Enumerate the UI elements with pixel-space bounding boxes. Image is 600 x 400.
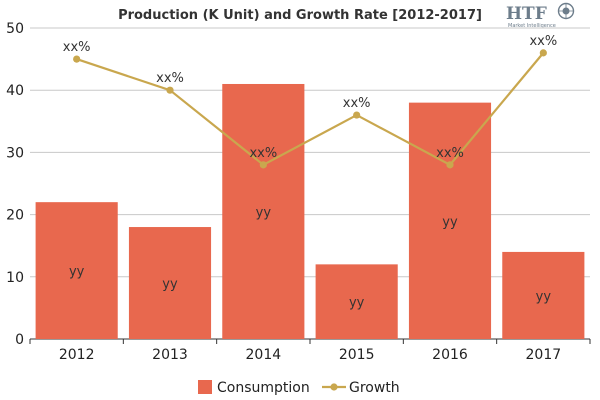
bar-data-label: yy <box>162 277 178 292</box>
legend-consumption-swatch <box>198 380 212 394</box>
growth-data-label: xx% <box>436 146 464 161</box>
y-tick-label: 30 <box>6 145 24 161</box>
bar-consumption <box>35 202 118 339</box>
logo-text: HTF <box>506 4 547 24</box>
growth-data-label: xx% <box>156 71 184 86</box>
growth-data-label: xx% <box>343 96 371 111</box>
growth-data-label: xx% <box>529 34 557 49</box>
chart-title: Production (K Unit) and Growth Rate [201… <box>118 8 482 23</box>
y-tick-label: 50 <box>6 21 24 37</box>
bar-data-label: yy <box>442 215 458 230</box>
bar-consumption <box>502 251 585 339</box>
growth-point <box>166 86 174 94</box>
x-tick-label: 2014 <box>246 347 282 363</box>
bar-data-label: yy <box>256 205 272 220</box>
growth-data-label: xx% <box>63 40 91 55</box>
logo-globe-icon <box>557 2 575 20</box>
growth-point <box>539 49 547 57</box>
x-tick-label: 2015 <box>339 347 375 363</box>
y-tick-label: 10 <box>6 270 24 286</box>
x-tick-label: 2016 <box>432 347 468 363</box>
x-tick-label: 2012 <box>59 347 95 363</box>
logo-subtext: Market Intelligence <box>508 23 556 29</box>
growth-line <box>76 52 545 167</box>
company-logo: HTF Market Intelligence <box>506 2 575 29</box>
growth-point <box>73 55 81 63</box>
x-axis: 2012 2013 2014 2015 2016 2017 <box>29 339 591 363</box>
growth-line-layer: xx% xx% xx% xx% xx% xx% <box>63 34 557 169</box>
y-tick-label: 20 <box>6 208 24 224</box>
bar-consumption <box>222 83 305 339</box>
bar-data-label: yy <box>349 296 365 311</box>
y-tick-label: 40 <box>6 83 24 99</box>
legend: Consumption Growth <box>198 380 400 396</box>
bar-data-label: yy <box>536 289 552 304</box>
growth-point <box>353 111 361 119</box>
y-axis: 0 10 20 30 40 50 <box>6 21 24 348</box>
bar-labels: yy yy yy yy yy yy <box>69 205 551 310</box>
bar-data-label: yy <box>69 265 85 280</box>
x-tick-label: 2017 <box>526 347 562 363</box>
bar-consumption <box>315 264 398 339</box>
growth-point <box>446 161 454 169</box>
legend-growth-marker <box>330 383 338 391</box>
legend-consumption-label: Consumption <box>217 380 310 396</box>
growth-data-label: xx% <box>249 146 277 161</box>
y-tick-label: 0 <box>15 332 24 348</box>
bars <box>35 83 585 339</box>
legend-growth-label: Growth <box>349 380 400 396</box>
x-tick-label: 2013 <box>152 347 188 363</box>
growth-point <box>259 161 267 169</box>
bar-consumption <box>408 102 492 339</box>
bar-consumption <box>128 227 212 339</box>
